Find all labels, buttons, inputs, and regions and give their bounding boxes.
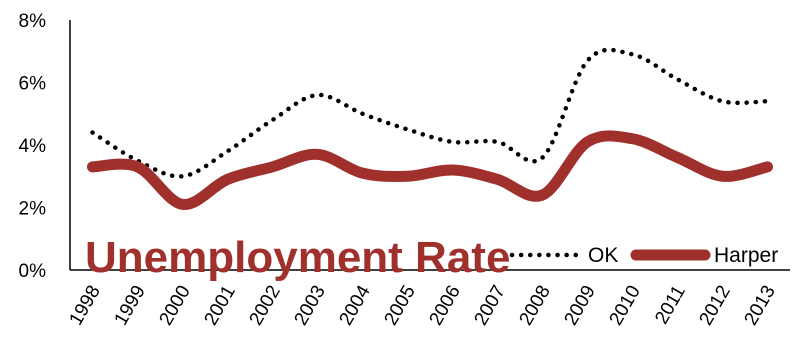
y-tick-label: 2% — [19, 199, 47, 220]
y-tick-labels: 0% 2% 4% 6% 8% — [19, 11, 47, 282]
x-tick-label: 2012 — [696, 282, 735, 329]
x-tick-label: 2008 — [516, 282, 555, 329]
x-tick-label: 2001 — [201, 282, 240, 329]
x-tick-labels: 1998 1999 2000 2001 2002 2003 2004 2005 2006 2007… — [66, 282, 780, 329]
x-tick-label: 2000 — [156, 282, 195, 329]
y-tick-label: 0% — [19, 261, 47, 282]
x-tick-label: 2013 — [741, 282, 780, 329]
x-tick-label: 2004 — [336, 282, 376, 329]
x-tick-label: 2011 — [651, 282, 690, 328]
x-tick-label: 2009 — [561, 282, 600, 329]
series-line-ok — [90, 47, 770, 179]
legend-label-ok: OK — [588, 244, 618, 267]
x-tick-label: 2002 — [246, 282, 285, 329]
x-tick-label: 1998 — [66, 282, 105, 329]
y-tick-label: 6% — [19, 74, 47, 95]
x-tick-label: 2005 — [381, 282, 420, 329]
y-tick-label: 4% — [19, 136, 47, 157]
x-tick-label: 1999 — [111, 282, 150, 329]
x-tick-label: 2010 — [606, 282, 645, 329]
series-line-harper — [87, 130, 773, 210]
axes — [69, 20, 790, 271]
x-tick-label: 2007 — [471, 282, 510, 329]
legend-label-harper: Harper — [714, 244, 778, 267]
legend: OK Harper — [509, 244, 778, 267]
x-tick-label: 2006 — [426, 282, 465, 329]
x-tick-label: 2003 — [291, 282, 330, 329]
series-lines — [87, 47, 773, 210]
y-tick-label: 8% — [19, 11, 47, 32]
chart-title: Unemployment Rate — [85, 233, 510, 282]
